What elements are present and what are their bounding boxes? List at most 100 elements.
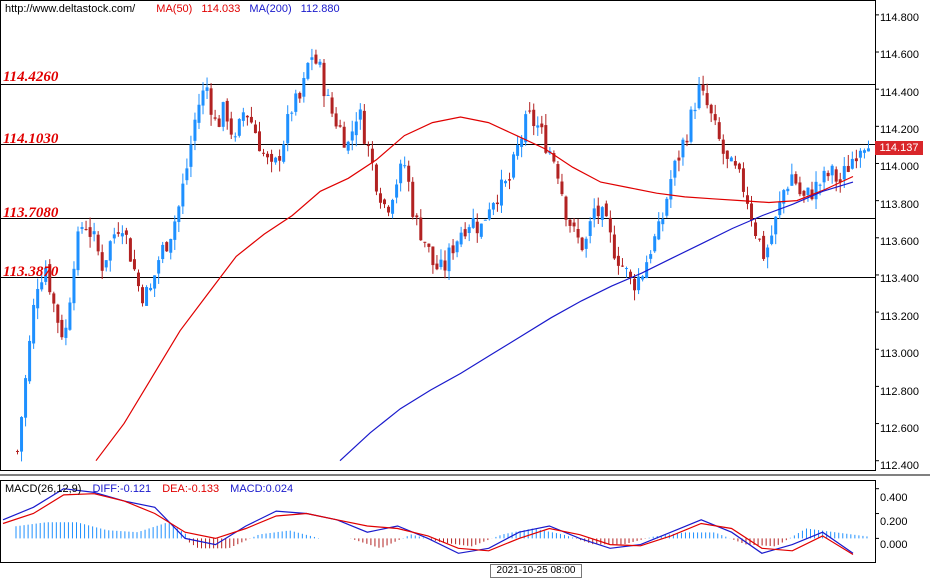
candle-body bbox=[729, 157, 733, 162]
candle-body bbox=[52, 293, 56, 304]
y-tick-label: 113.600 bbox=[880, 236, 919, 248]
candle-body bbox=[503, 181, 507, 184]
candle-body bbox=[681, 139, 685, 158]
candle-body bbox=[32, 304, 36, 344]
candle-body bbox=[245, 115, 249, 118]
candle-body bbox=[576, 228, 580, 238]
candle-body bbox=[516, 145, 520, 156]
candle-body bbox=[322, 62, 326, 97]
candle-body bbox=[383, 199, 387, 205]
candle-body bbox=[96, 234, 100, 252]
candle-body bbox=[370, 148, 374, 163]
candle-body bbox=[778, 201, 782, 216]
candle-body bbox=[451, 245, 455, 254]
candle-body bbox=[217, 118, 221, 127]
candle-body bbox=[274, 157, 278, 163]
candle-body bbox=[439, 259, 443, 268]
candle-body bbox=[88, 227, 92, 237]
level-label: 114.1030 bbox=[3, 131, 59, 147]
candle-body bbox=[209, 88, 213, 115]
candle-body bbox=[524, 114, 528, 143]
candle-body bbox=[604, 203, 608, 217]
candle-body bbox=[270, 153, 274, 162]
macd-plot-frame bbox=[0, 480, 876, 563]
candle-body bbox=[532, 109, 536, 127]
candle-body bbox=[395, 184, 399, 198]
candle-body bbox=[189, 144, 193, 167]
candle-body bbox=[721, 139, 725, 154]
candle-body bbox=[278, 156, 282, 161]
candle-body bbox=[520, 138, 524, 147]
candle-body bbox=[536, 125, 540, 128]
y-tick-label: 113.400 bbox=[880, 273, 919, 285]
candle-body bbox=[584, 238, 588, 249]
candle-body bbox=[846, 165, 850, 172]
candle-body bbox=[193, 119, 197, 141]
candle-body bbox=[334, 113, 338, 127]
candle-body bbox=[415, 215, 419, 218]
candle-body bbox=[713, 114, 717, 121]
candle-body bbox=[181, 183, 185, 207]
candle-body bbox=[826, 172, 830, 177]
candle-body bbox=[68, 302, 72, 330]
candle-body bbox=[145, 287, 149, 306]
candle-body bbox=[132, 259, 136, 270]
candle-body bbox=[44, 267, 48, 282]
candle-body bbox=[669, 179, 673, 200]
candle-body bbox=[508, 179, 512, 181]
candle-body bbox=[76, 231, 80, 271]
candle-body bbox=[750, 203, 754, 221]
candle-body bbox=[185, 168, 189, 181]
candle-body bbox=[624, 268, 628, 270]
ma50-label: MA(50) bbox=[156, 3, 193, 15]
candle-body bbox=[407, 165, 411, 182]
candle-body bbox=[673, 160, 677, 178]
level-label: 113.3870 bbox=[3, 264, 59, 280]
y-tick-label: 114.000 bbox=[880, 161, 919, 173]
candle-body bbox=[391, 199, 395, 214]
candle-body bbox=[717, 122, 721, 139]
candle-body bbox=[491, 203, 495, 210]
candle-body bbox=[141, 287, 145, 304]
candle-body bbox=[479, 223, 483, 237]
candle-body bbox=[161, 244, 165, 260]
candle-body bbox=[782, 190, 786, 204]
candle-body bbox=[774, 216, 778, 235]
candle-body bbox=[592, 208, 596, 220]
candle-body bbox=[286, 114, 290, 144]
candle-body bbox=[754, 222, 758, 236]
y-tick-label: 114.600 bbox=[880, 49, 919, 61]
candle-body bbox=[762, 235, 766, 259]
candle-body bbox=[830, 165, 834, 176]
y-tick-label: 114.400 bbox=[880, 87, 919, 99]
candle-body bbox=[842, 166, 846, 180]
candle-body bbox=[600, 207, 604, 220]
candle-body bbox=[786, 188, 790, 192]
candle-body bbox=[564, 196, 568, 220]
candle-body bbox=[556, 164, 560, 179]
candle-body bbox=[758, 238, 762, 240]
candle-body bbox=[318, 61, 322, 65]
macd-title: MACD(26,12,9) bbox=[5, 483, 82, 495]
y-tick-label: 113.800 bbox=[880, 199, 919, 211]
source-url[interactable]: http://www.deltastock.com/ bbox=[5, 3, 136, 15]
candle-body bbox=[387, 206, 391, 213]
candle-body bbox=[705, 93, 709, 106]
candle-body bbox=[798, 182, 802, 195]
candle-body bbox=[608, 217, 612, 233]
level-label: 114.4260 bbox=[3, 69, 59, 85]
candle-body bbox=[213, 117, 217, 119]
macd-value: MACD:0.024 bbox=[230, 483, 294, 495]
candle-body bbox=[354, 121, 358, 136]
candle-body bbox=[862, 150, 866, 153]
candle-body bbox=[790, 174, 794, 186]
candle-body bbox=[314, 54, 318, 64]
candle-body bbox=[302, 77, 306, 97]
candle-body bbox=[447, 247, 451, 272]
candle-body bbox=[241, 112, 245, 121]
candle-body bbox=[358, 109, 362, 120]
candle-body bbox=[544, 125, 548, 153]
candle-body bbox=[253, 124, 257, 134]
